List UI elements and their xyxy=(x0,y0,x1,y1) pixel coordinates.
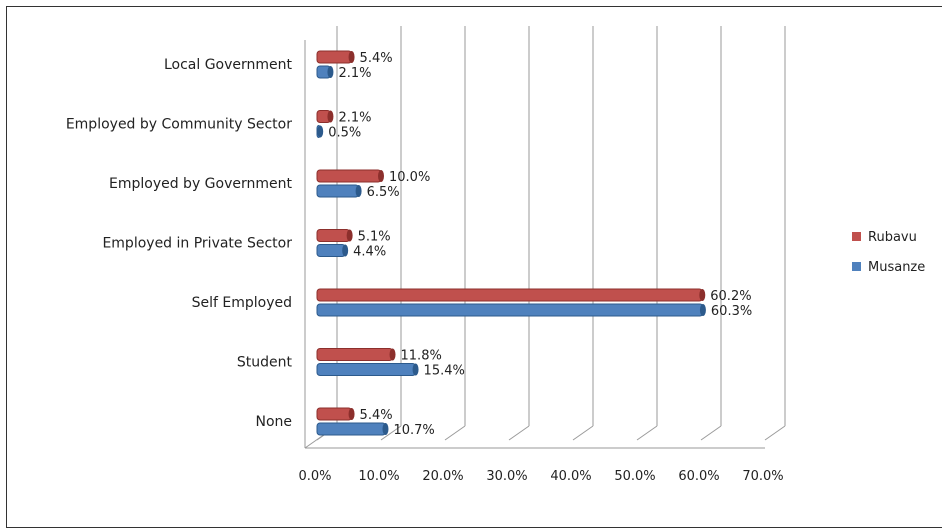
data-label-musanze: 4.4% xyxy=(353,245,386,260)
data-label-musanze: 2.1% xyxy=(338,66,371,81)
data-label-musanze: 10.7% xyxy=(393,423,434,438)
chart-frame xyxy=(6,6,942,528)
floor-gridline xyxy=(764,425,786,441)
floor-gridline xyxy=(508,425,530,441)
bar-musanze xyxy=(316,363,417,376)
data-label-musanze: 6.5% xyxy=(367,185,400,200)
category-label: Student xyxy=(237,355,293,371)
category-label: Local Government xyxy=(164,57,293,73)
category-label: Employed by Community Sector xyxy=(66,117,292,133)
data-label-musanze: 0.5% xyxy=(328,126,361,141)
data-label-rubavu: 11.8% xyxy=(401,349,442,364)
bar-cap-musanze xyxy=(355,185,362,197)
category-label: Employed in Private Sector xyxy=(102,236,292,252)
floor-gridline xyxy=(636,425,658,441)
x-tick-label: 60.0% xyxy=(678,469,719,484)
axis-depth-line xyxy=(304,433,326,449)
bar-musanze xyxy=(316,184,360,198)
data-label-rubavu: 2.1% xyxy=(338,111,371,126)
bar-cap-rubavu xyxy=(348,51,355,63)
bar-cap-musanze xyxy=(382,423,389,435)
bar-rubavu xyxy=(316,348,394,361)
x-tick-label: 0.0% xyxy=(298,469,331,484)
bar-rubavu xyxy=(316,169,382,183)
data-label-musanze: 60.3% xyxy=(711,304,752,319)
bar-cap-rubavu xyxy=(346,229,353,242)
legend-label-musanze: Musanze xyxy=(868,260,925,275)
bar-cap-rubavu xyxy=(699,289,706,301)
floor-gridline xyxy=(700,425,722,441)
bar-cap-musanze xyxy=(317,125,324,138)
x-tick-label: 20.0% xyxy=(422,469,463,484)
data-label-rubavu: 5.4% xyxy=(360,408,393,423)
data-label-rubavu: 5.1% xyxy=(358,230,391,245)
legend-swatch-rubavu xyxy=(852,232,861,241)
legend-label-rubavu: Rubavu xyxy=(868,230,917,245)
bar-chart: 0.0% 10.0% 20.0% 30.0% 40.0% 50.0% 60.0% 70.0% L… xyxy=(66,26,925,484)
bar-cap-musanze xyxy=(327,66,334,78)
bar-cap-musanze xyxy=(412,363,419,376)
bar-musanze xyxy=(316,422,386,436)
floor-gridline xyxy=(572,425,594,441)
data-label-rubavu: 5.4% xyxy=(360,51,393,66)
category-label: Self Employed xyxy=(192,295,292,311)
bar-rubavu xyxy=(316,50,353,64)
bar-rubavu xyxy=(316,407,353,421)
legend-swatch-musanze xyxy=(852,262,861,271)
bar-musanze xyxy=(316,303,704,317)
bar-rubavu xyxy=(316,229,351,242)
bar-cap-rubavu xyxy=(378,170,384,182)
bar-cap-musanze xyxy=(699,304,706,316)
bar-cap-rubavu xyxy=(389,348,396,361)
x-tick-label: 40.0% xyxy=(550,469,591,484)
floor-gridline xyxy=(444,425,466,441)
data-label-musanze: 15.4% xyxy=(424,364,465,379)
x-tick-label: 10.0% xyxy=(358,469,399,484)
data-label-rubavu: 60.2% xyxy=(710,289,751,304)
bar-cap-rubavu xyxy=(327,110,334,123)
bar-rubavu xyxy=(316,288,703,302)
bar-cap-rubavu xyxy=(348,408,355,420)
category-label: None xyxy=(255,414,292,430)
data-label-rubavu: 10.0% xyxy=(389,170,430,185)
x-tick-label: 70.0% xyxy=(742,469,783,484)
x-tick-label: 50.0% xyxy=(614,469,655,484)
bar-cap-musanze xyxy=(342,244,349,257)
floor-gridline xyxy=(380,425,402,441)
category-label: Employed by Government xyxy=(109,176,293,192)
bar-musanze xyxy=(316,244,346,257)
x-tick-label: 30.0% xyxy=(486,469,527,484)
